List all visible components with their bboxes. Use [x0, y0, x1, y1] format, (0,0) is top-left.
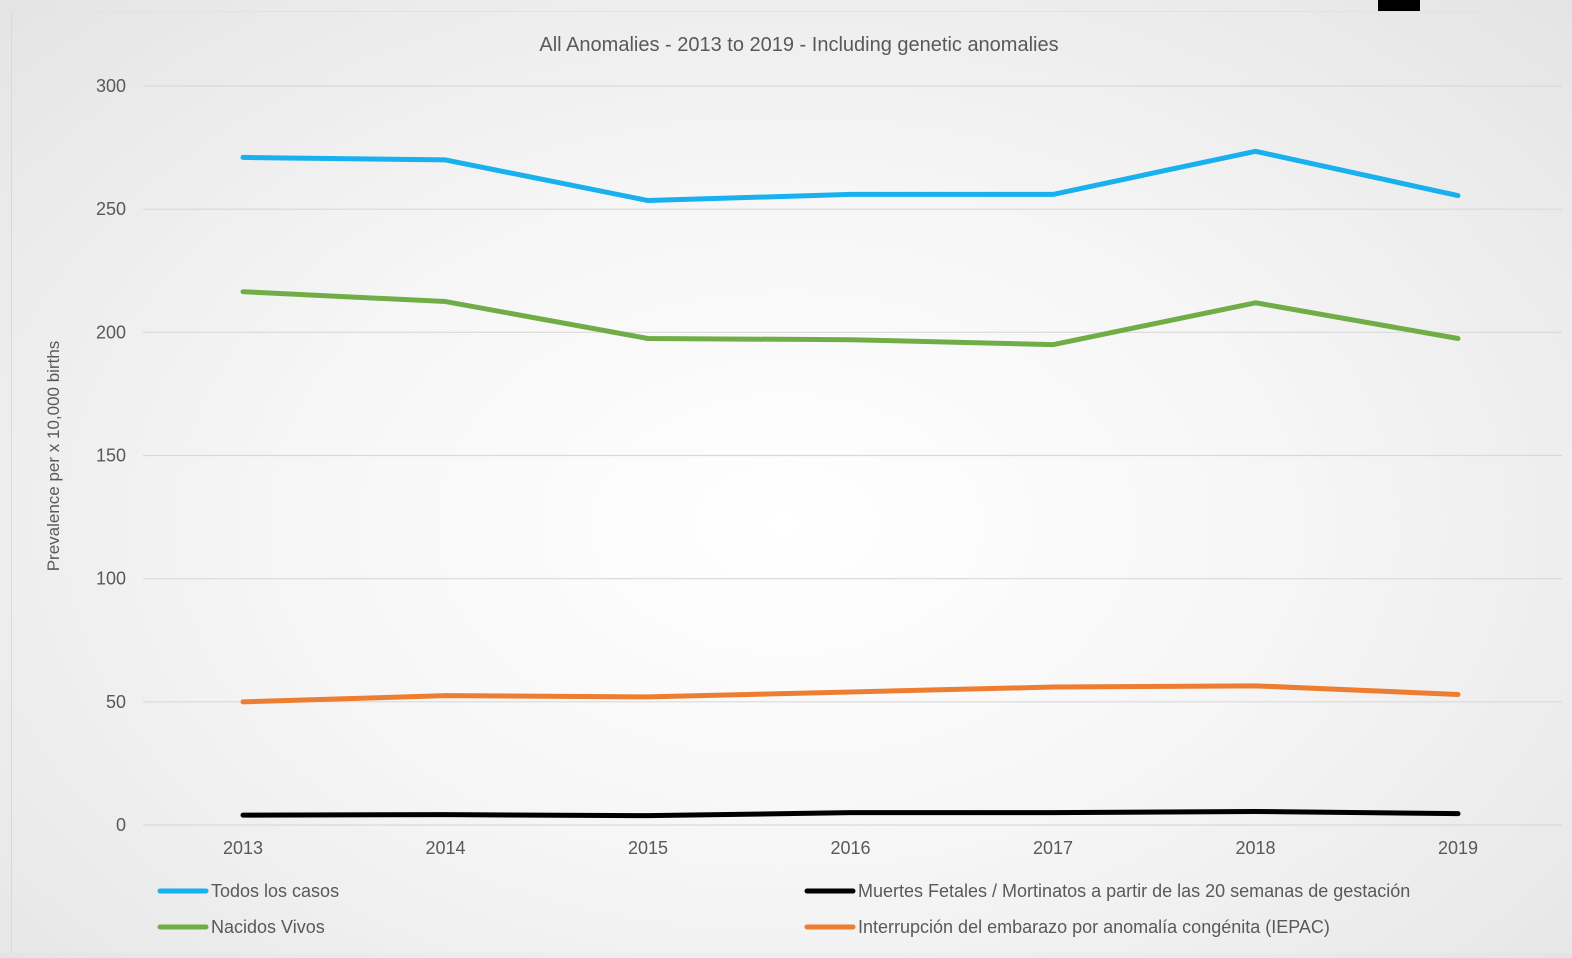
- legend-label: Todos los casos: [211, 881, 339, 901]
- x-tick-label: 2019: [1438, 838, 1478, 858]
- legend-item: Todos los casos: [157, 881, 339, 901]
- chart-title: All Anomalies - 2013 to 2019 - Including…: [539, 34, 1058, 56]
- x-axis-ticks: 2013 2014 2015 2016 2017 2018 2019: [223, 838, 1478, 858]
- series-line-0: [240, 148, 1461, 204]
- legend-item: Nacidos Vivos: [157, 917, 325, 937]
- legend-label: Nacidos Vivos: [211, 917, 325, 937]
- x-tick-label: 2016: [830, 838, 870, 858]
- y-axis-ticks: 0 50 100 150 200 250 300: [96, 76, 126, 835]
- y-tick-label: 150: [96, 446, 126, 466]
- legend: Todos los casos Muertes Fetales / Mortina…: [157, 881, 1410, 937]
- y-axis-label: Prevalence per x 10,000 births: [44, 341, 63, 572]
- y-tick-label: 0: [116, 815, 126, 835]
- legend-item: Muertes Fetales / Mortinatos a partir de…: [804, 881, 1410, 901]
- y-tick-label: 200: [96, 322, 126, 342]
- legend-item: Interrupción del embarazo por anomalía c…: [804, 917, 1330, 937]
- frame-left-border: [11, 12, 12, 953]
- gridlines: [143, 85, 1562, 826]
- legend-label: Interrupción del embarazo por anomalía c…: [858, 917, 1330, 937]
- y-tick-label: 250: [96, 199, 126, 219]
- x-tick-label: 2014: [425, 838, 465, 858]
- legend-label: Muertes Fetales / Mortinatos a partir de…: [858, 881, 1410, 901]
- series-line-2: [240, 683, 1461, 705]
- x-tick-label: 2018: [1235, 838, 1275, 858]
- x-tick-label: 2013: [223, 838, 263, 858]
- y-tick-label: 300: [96, 76, 126, 96]
- x-tick-label: 2015: [628, 838, 668, 858]
- series-line-1: [240, 289, 1461, 348]
- x-tick-label: 2017: [1033, 838, 1073, 858]
- frame-top-border: [11, 11, 1572, 12]
- corner-marker: [1378, 0, 1420, 11]
- y-tick-label: 100: [96, 569, 126, 589]
- series-lines: [240, 148, 1461, 819]
- series-line-3: [240, 808, 1461, 819]
- y-tick-label: 50: [106, 692, 126, 712]
